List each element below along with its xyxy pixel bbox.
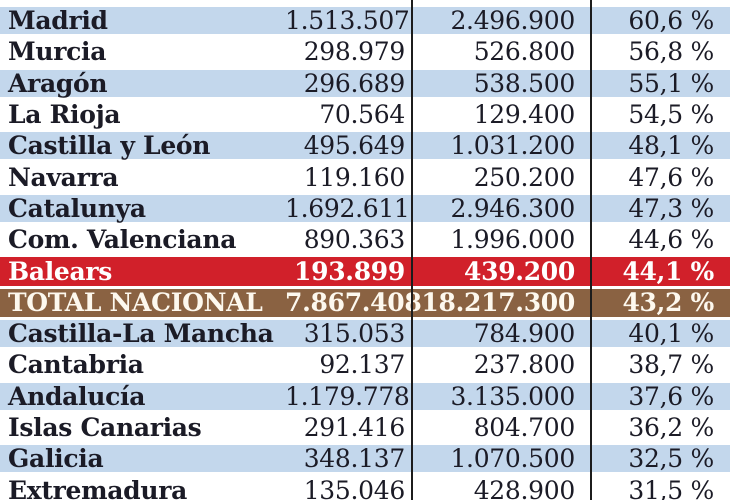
value-2-cell: 538.500 <box>473 68 576 98</box>
table-row: Navarra 119.160 250.200 47,6 % <box>0 162 730 195</box>
value-2-cell: 1.031.200 <box>450 131 575 161</box>
region-name-cell: Madrid <box>8 6 108 36</box>
value-1-cell: 495.649 <box>303 131 406 161</box>
region-name-cell: Balears <box>8 257 113 287</box>
table-row: Extremadura 135.046 428.900 31,5 % <box>0 476 730 500</box>
percent-cell: 38,7 % <box>628 350 714 380</box>
percent-cell: 37,6 % <box>628 381 714 411</box>
table-row: Madrid 1.513.507 2.496.900 60,6 % <box>0 6 730 39</box>
table-row: Islas Canarias 291.416 804.700 36,2 % <box>0 413 730 446</box>
region-name-cell: Murcia <box>8 37 107 67</box>
region-name-cell: Galicia <box>8 444 104 474</box>
table-row: Aragón 296.689 538.500 55,1 % <box>0 68 730 101</box>
table-row: Castilla y León 495.649 1.031.200 48,1 % <box>0 131 730 164</box>
column-divider-1 <box>411 0 413 500</box>
percent-cell: 44,1 % <box>622 257 714 287</box>
value-2-cell: 3.135.000 <box>450 381 575 411</box>
value-1-cell: 291.416 <box>303 413 406 442</box>
value-2-cell: 18.217.300 <box>421 288 575 318</box>
percent-cell: 47,6 % <box>628 162 714 192</box>
column-divider-2 <box>590 0 592 500</box>
value-2-cell: 129.400 <box>473 100 576 130</box>
percent-cell: 43,2 % <box>622 288 714 318</box>
region-name-cell: Cantabria <box>8 350 144 380</box>
table-row: Com. Valenciana 890.363 1.996.000 44,6 % <box>0 225 730 258</box>
region-name-cell: Com. Valenciana <box>8 225 237 255</box>
region-name-cell: TOTAL NACIONAL <box>8 288 263 318</box>
region-name-cell: Andalucía <box>8 381 146 411</box>
value-1-cell: 296.689 <box>303 68 406 98</box>
region-name-cell: Castilla y León <box>8 131 211 161</box>
region-name-cell: Catalunya <box>8 193 146 223</box>
table-row: Balears 193.899 439.200 44,1 % <box>0 257 730 289</box>
percent-cell: 54,5 % <box>628 100 714 130</box>
region-name-cell: Navarra <box>8 162 119 192</box>
value-1-cell: 890.363 <box>303 225 406 255</box>
value-1-cell: 348.137 <box>303 444 406 474</box>
region-name-cell: Castilla-La Mancha <box>8 319 274 349</box>
region-name-cell: La Rioja <box>8 100 121 130</box>
value-2-cell: 439.200 <box>464 257 575 287</box>
value-1-cell: 70.564 <box>319 100 405 130</box>
value-1-cell: 298.979 <box>303 37 406 67</box>
value-1-cell: 1.513.507 <box>285 6 410 36</box>
percent-cell: 55,1 % <box>628 68 714 98</box>
table-row: Cantabria 92.137 237.800 38,7 % <box>0 350 730 383</box>
value-2-cell: 1.070.500 <box>450 444 575 474</box>
value-1-cell: 315.053 <box>303 319 406 349</box>
percent-cell: 48,1 % <box>628 131 714 161</box>
value-1-cell: 135.046 <box>303 475 406 500</box>
percent-cell: 32,5 % <box>628 444 714 474</box>
table-row: Catalunya 1.692.611 2.946.300 47,3 % <box>0 193 730 227</box>
value-2-cell: 2.496.900 <box>450 6 575 36</box>
percent-cell: 36,2 % <box>628 413 714 442</box>
percent-cell: 31,5 % <box>628 475 714 500</box>
value-1-cell: 1.692.611 <box>285 193 410 223</box>
table-row: Galicia 348.137 1.070.500 32,5 % <box>0 444 730 477</box>
table-row: Castilla-La Mancha 315.053 784.900 40,1 … <box>0 319 730 352</box>
percent-cell: 40,1 % <box>628 319 714 349</box>
value-2-cell: 2.946.300 <box>450 193 575 223</box>
value-2-cell: 1.996.000 <box>450 225 575 255</box>
region-name-cell: Extremadura <box>8 475 187 500</box>
percent-cell: 60,6 % <box>628 6 714 36</box>
table-row: Andalucía 1.179.778 3.135.000 37,6 % <box>0 381 730 414</box>
value-1-cell: 1.179.778 <box>285 381 410 411</box>
value-1-cell: 92.137 <box>319 350 405 380</box>
value-1-cell: 119.160 <box>303 162 406 192</box>
percent-cell: 44,6 % <box>628 225 714 255</box>
value-2-cell: 804.700 <box>473 413 576 442</box>
table-row: La Rioja 70.564 129.400 54,5 % <box>0 100 730 133</box>
value-2-cell: 784.900 <box>473 319 576 349</box>
percent-cell: 56,8 % <box>628 37 714 67</box>
region-name-cell: Islas Canarias <box>8 413 202 442</box>
percent-cell: 47,3 % <box>628 193 714 223</box>
region-name-cell: Aragón <box>8 68 108 98</box>
value-2-cell: 526.800 <box>473 37 576 67</box>
value-1-cell: 193.899 <box>294 257 405 287</box>
table-row: TOTAL NACIONAL 7.867.408 18.217.300 43,2… <box>0 288 730 320</box>
value-1-cell: 7.867.408 <box>285 288 422 318</box>
table-row: Murcia 298.979 526.800 56,8 % <box>0 37 730 70</box>
value-2-cell: 428.900 <box>473 475 576 500</box>
value-2-cell: 237.800 <box>473 350 576 380</box>
value-2-cell: 250.200 <box>473 162 576 192</box>
